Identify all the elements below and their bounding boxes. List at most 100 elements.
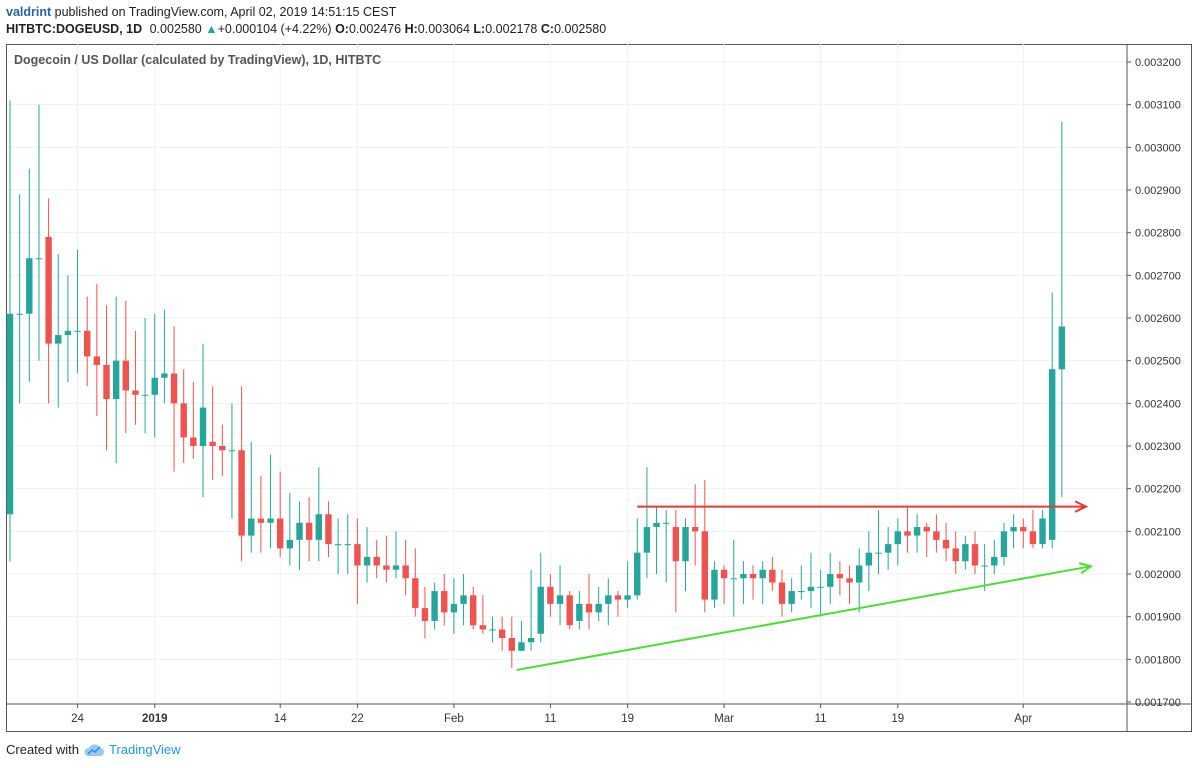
- y-tick-label: 0.001900: [1135, 612, 1181, 624]
- candle: [460, 574, 467, 626]
- candle: [64, 275, 72, 382]
- time-axis[interactable]: 24 2019 14 22 Feb 11 19 Mar 11 19 Apr: [71, 704, 1032, 725]
- candle: [373, 539, 380, 579]
- candle-body: [392, 565, 400, 570]
- candle: [470, 586, 477, 630]
- candle: [315, 467, 322, 562]
- candle: [653, 505, 660, 574]
- candle-body: [788, 591, 795, 604]
- candle: [711, 561, 718, 609]
- candle: [35, 104, 43, 361]
- candle: [16, 194, 23, 404]
- candle: [441, 574, 448, 626]
- price-axis[interactable]: 0.001700 0.001800 0.001900 0.002000 0.002100…: [1127, 57, 1181, 709]
- candle-body: [884, 544, 892, 553]
- candle-body: [238, 450, 245, 536]
- candle: [817, 569, 824, 617]
- support-trendline: [516, 565, 1091, 671]
- candle: [894, 518, 901, 566]
- candle-body: [865, 552, 873, 566]
- candle-body: [827, 574, 834, 587]
- candle: [1039, 510, 1046, 549]
- candle: [93, 283, 101, 417]
- candle: [363, 527, 371, 583]
- created-with-text: Created with: [6, 742, 79, 757]
- candle-body: [566, 595, 573, 626]
- candle: [991, 539, 998, 574]
- candle: [923, 522, 930, 557]
- candle: [421, 586, 429, 638]
- candle-body: [730, 578, 737, 580]
- candle-body: [431, 591, 438, 621]
- candle-body: [653, 522, 660, 528]
- candle: [1058, 121, 1066, 498]
- candle-body: [180, 403, 187, 438]
- candle-body: [605, 595, 612, 604]
- candle-body: [84, 330, 91, 357]
- candle-body: [209, 441, 216, 446]
- candle: [238, 386, 245, 562]
- candle: [952, 531, 959, 574]
- close-value: 0.002580: [554, 22, 607, 36]
- author-name[interactable]: valdrint: [6, 5, 52, 19]
- candle: [277, 471, 284, 557]
- candle: [112, 296, 120, 464]
- x-tick-label: 19: [891, 713, 904, 725]
- candle: [759, 561, 766, 604]
- candle: [219, 424, 226, 476]
- candle: [122, 300, 129, 434]
- candle: [769, 556, 776, 592]
- candle: [170, 326, 178, 472]
- candle-body: [769, 569, 776, 583]
- candle-body: [441, 591, 448, 613]
- candle: [904, 505, 911, 553]
- candle-body: [6, 313, 14, 515]
- tradingview-brand[interactable]: TradingView: [108, 742, 181, 757]
- x-tick-label: Mar: [714, 713, 734, 725]
- candle: [720, 565, 728, 604]
- candle-body: [875, 552, 882, 554]
- support-trendline-arrowhead: [1078, 562, 1094, 575]
- candle: [161, 309, 168, 404]
- candle: [527, 569, 535, 651]
- low-value: 0.002178: [485, 22, 538, 36]
- candle-body: [981, 565, 988, 567]
- candle-body: [527, 638, 535, 643]
- candle: [807, 552, 815, 609]
- candle-body: [45, 236, 52, 344]
- candle: [228, 403, 236, 519]
- candle: [450, 578, 458, 634]
- candle-body: [614, 595, 622, 600]
- candle-body: [103, 364, 110, 400]
- candle: [508, 616, 515, 668]
- y-tick-label: 0.001700: [1135, 697, 1181, 709]
- candle: [209, 386, 216, 481]
- y-tick-label: 0.002500: [1135, 356, 1181, 368]
- candle: [595, 586, 602, 621]
- candle: [740, 561, 747, 604]
- candle-body: [1029, 531, 1037, 545]
- chart-header: valdrint published on TradingView.com, A…: [6, 4, 606, 38]
- tradingview-cloud-icon: [84, 743, 104, 756]
- candle-body: [547, 586, 554, 604]
- candle-body: [305, 522, 313, 540]
- candle: [412, 548, 419, 617]
- candle-body: [460, 595, 467, 604]
- candle: [556, 565, 564, 626]
- candle-body: [257, 518, 265, 523]
- candle-body: [450, 603, 458, 613]
- candle-body: [1010, 527, 1017, 532]
- y-tick-label: 0.002600: [1135, 313, 1181, 325]
- candle: [778, 569, 786, 617]
- candle-body: [132, 390, 139, 395]
- candle-body: [933, 531, 940, 540]
- y-tick-label: 0.002900: [1135, 185, 1181, 197]
- candle-body: [807, 586, 815, 592]
- candle-body: [190, 437, 197, 446]
- candle-body: [199, 407, 207, 446]
- candle: [981, 544, 988, 592]
- candle-body: [325, 514, 332, 545]
- last-price: 0.002580: [149, 22, 202, 36]
- candle: [537, 552, 544, 643]
